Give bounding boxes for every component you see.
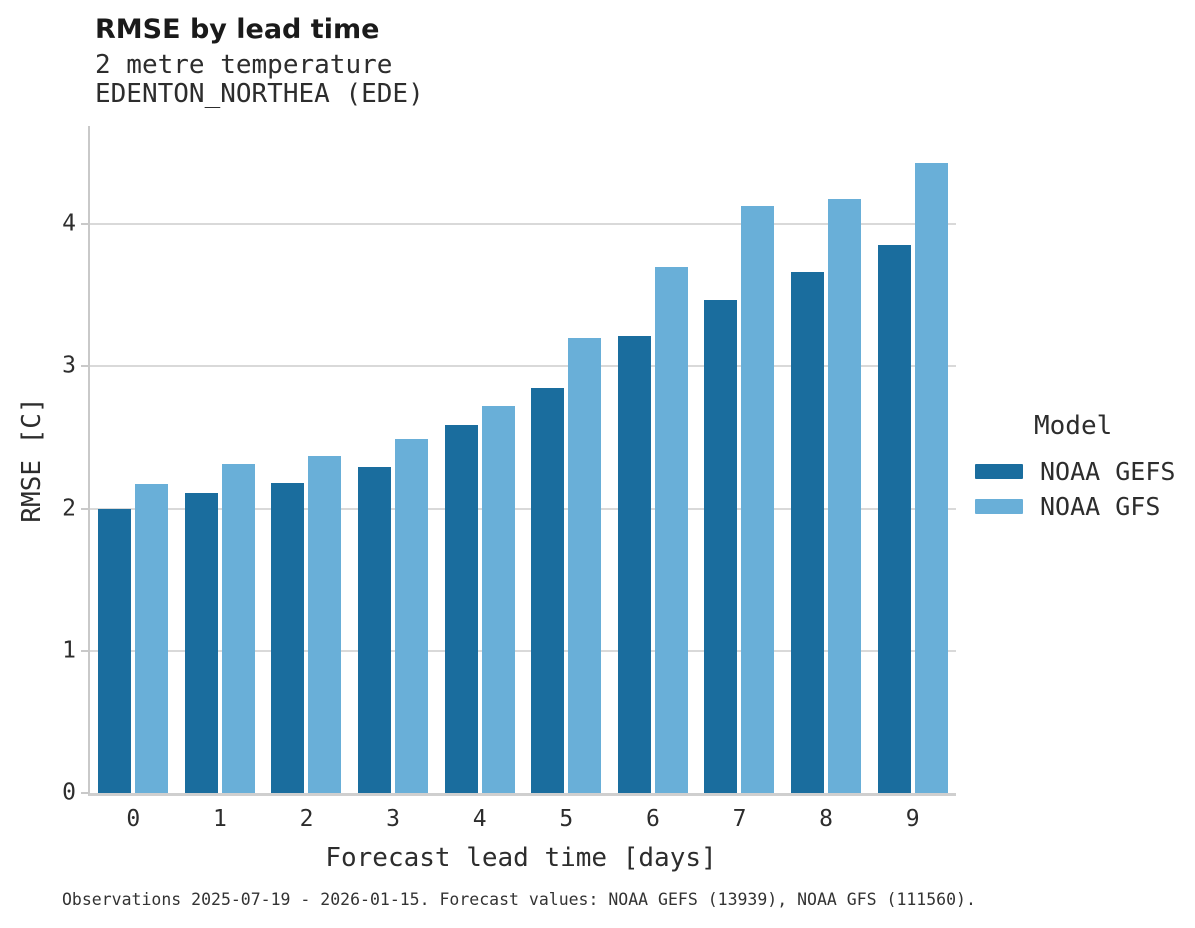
chart-subtitle-variable: 2 metre temperature: [95, 50, 393, 80]
x-tick-label-1: 1: [212, 806, 227, 832]
chart-title: RMSE by lead time: [95, 14, 380, 45]
bar-noaa-gfs-day-6: [654, 266, 688, 793]
bar-group-day-0: [90, 126, 177, 793]
bar-noaa-gefs-day-8: [791, 272, 825, 793]
y-tick-mark-2: [81, 507, 88, 510]
gridline-y3: [90, 365, 956, 368]
bar-group-day-8: [783, 126, 870, 793]
bar-group-day-5: [523, 126, 610, 793]
x-tick-label-6: 6: [645, 806, 660, 832]
legend-label-noaa-gefs: NOAA GEFS: [1040, 457, 1176, 486]
bar-group-day-6: [610, 126, 697, 793]
x-tick-label-4: 4: [472, 806, 487, 832]
bar-noaa-gefs-day-4: [444, 424, 478, 793]
y-axis-title: RMSE [C]: [17, 397, 47, 523]
bar-group-day-4: [436, 126, 523, 793]
bar-noaa-gefs-day-9: [877, 245, 911, 793]
x-tick-label-8: 8: [819, 806, 834, 832]
x-tick-label-7: 7: [732, 806, 747, 832]
bar-noaa-gfs-day-8: [828, 198, 862, 793]
bar-noaa-gfs-day-3: [395, 438, 429, 793]
y-tick-mark-3: [81, 365, 88, 368]
x-tick-label-5: 5: [559, 806, 574, 832]
y-tick-label-0: 0: [62, 779, 76, 806]
bar-noaa-gfs-day-0: [135, 484, 169, 793]
x-tick-label-9: 9: [905, 806, 920, 832]
bar-group-day-7: [696, 126, 783, 793]
bar-noaa-gefs-day-2: [271, 482, 305, 793]
y-tick-label-4: 4: [62, 210, 76, 237]
y-tick-label-1: 1: [62, 637, 76, 664]
bar-group-day-2: [263, 126, 350, 793]
plot-area: 0 1 2 3 4 5 6 7 8 9: [81, 126, 956, 832]
bar-noaa-gfs-day-5: [568, 337, 602, 793]
x-tick-label-3: 3: [386, 806, 401, 832]
bar-noaa-gfs-day-7: [741, 205, 775, 793]
chart-subtitle-station: EDENTON_NORTHEA (EDE): [95, 79, 424, 109]
gridline-y4: [90, 223, 956, 226]
y-tick-mark-4: [81, 223, 88, 226]
legend-entry-noaa-gfs: NOAA GFS: [968, 489, 1175, 524]
gridline-y1: [90, 649, 956, 652]
x-axis-title: Forecast lead time [days]: [325, 843, 717, 873]
bar-group-day-1: [177, 126, 264, 793]
bar-noaa-gfs-day-1: [221, 464, 255, 793]
bar-group-day-3: [350, 126, 437, 793]
bar-noaa-gefs-day-1: [184, 492, 218, 793]
bar-group-day-9: [869, 126, 956, 793]
y-tick-label-3: 3: [62, 352, 76, 379]
bar-noaa-gefs-day-6: [617, 336, 651, 793]
y-tick-mark-1: [81, 649, 88, 652]
legend-swatch-noaa-gfs: [975, 499, 1023, 514]
legend-swatch-noaa-gefs: [975, 464, 1023, 479]
legend-entry-noaa-gefs: NOAA GEFS: [968, 454, 1175, 489]
x-tick-label-0: 0: [126, 806, 141, 832]
bar-noaa-gfs-day-2: [308, 455, 342, 793]
bar-noaa-gefs-day-5: [531, 387, 565, 793]
legend: Model NOAA GEFS NOAA GFS: [968, 411, 1175, 524]
legend-title: Model: [1034, 411, 1113, 441]
legend-label-noaa-gfs: NOAA GFS: [1040, 492, 1161, 521]
bar-noaa-gefs-day-7: [704, 299, 738, 793]
y-tick-mark-0: [81, 792, 88, 794]
gridline-y2: [90, 507, 956, 510]
y-tick-label-2: 2: [62, 495, 76, 522]
bar-noaa-gfs-day-4: [481, 406, 515, 793]
caption: Observations 2025-07-19 - 2026-01-15. Fo…: [62, 890, 976, 909]
bar-noaa-gefs-day-3: [358, 467, 392, 793]
bar-noaa-gefs-day-0: [98, 508, 132, 793]
x-tick-label-2: 2: [299, 806, 314, 832]
y-axis-tick-labels: 0 1 2 3 4: [34, 126, 76, 804]
bar-noaa-gfs-day-9: [914, 162, 948, 793]
